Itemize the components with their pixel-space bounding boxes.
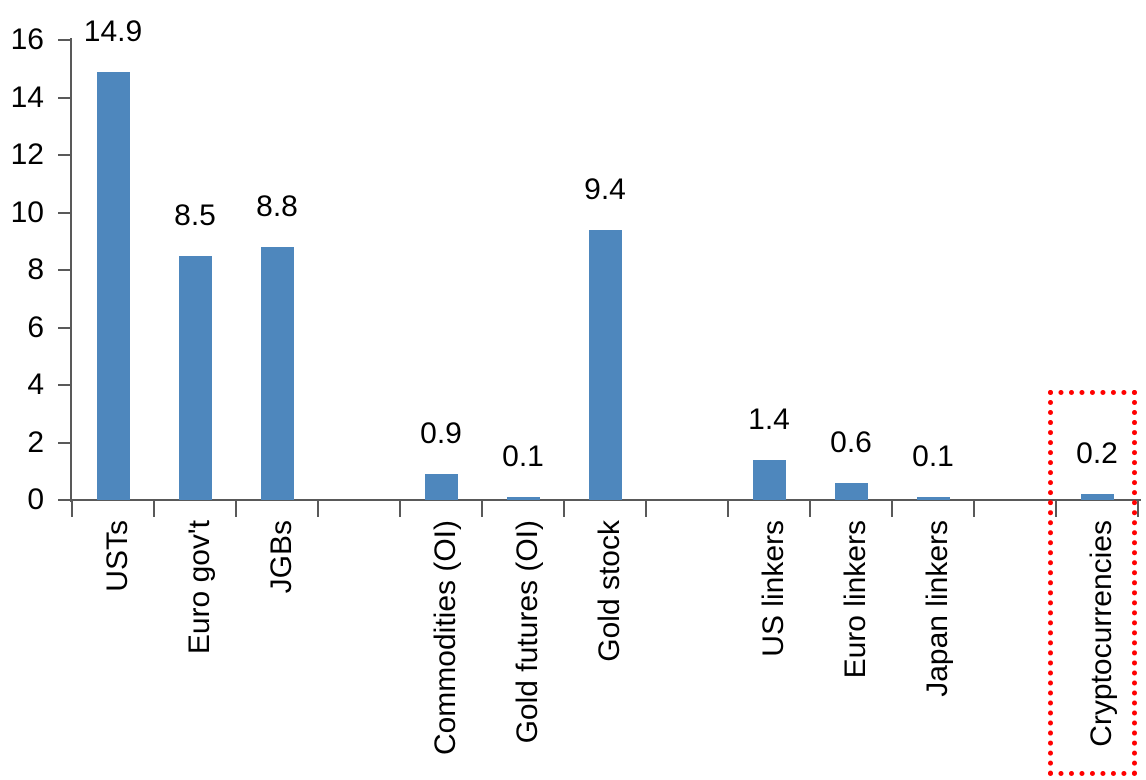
category-label: Commodities (OI) [429, 520, 462, 756]
y-axis-tick [58, 96, 72, 99]
bar-value-label: 0.9 [420, 417, 462, 451]
y-axis-tick-label: 12 [10, 138, 44, 171]
y-axis-tick [58, 154, 72, 156]
bar [178, 255, 212, 500]
y-axis-tick [58, 269, 72, 271]
y-axis-tick-label: 0 [27, 483, 44, 516]
y-axis-tick [58, 326, 72, 329]
bar-value-label: 9.4 [584, 172, 626, 206]
x-axis-tick [317, 500, 319, 517]
x-axis-tick [481, 500, 483, 517]
y-axis-tick-label: 2 [27, 425, 44, 459]
y-axis-tick [58, 441, 72, 444]
category-label: Euro linkers [839, 520, 872, 679]
x-axis-line [70, 499, 1141, 501]
y-axis-tick [58, 39, 72, 41]
y-axis-tick-label: 14 [10, 80, 44, 114]
y-axis-tick-label: 16 [10, 23, 44, 56]
bar-value-label: 0.6 [830, 425, 872, 459]
x-axis-tick [727, 500, 729, 517]
x-axis-tick [1055, 500, 1057, 517]
y-axis-tick-label: 10 [10, 195, 44, 229]
bar-value-label: 0.2 [1076, 437, 1118, 471]
x-axis-tick [1137, 500, 1139, 517]
bar [96, 71, 130, 500]
bar [916, 497, 950, 500]
category-label: Gold stock [593, 520, 626, 662]
x-axis-tick [399, 500, 401, 517]
x-axis-tick [563, 500, 565, 517]
y-axis-tick-label: 4 [27, 368, 44, 401]
bar [588, 229, 622, 500]
x-axis-tick [891, 500, 893, 517]
y-axis-tick [58, 384, 72, 386]
category-label: Euro gov't [183, 520, 216, 655]
x-axis-tick [235, 500, 237, 517]
highlight-box [1048, 390, 1137, 776]
bar-value-label: 0.1 [912, 440, 954, 474]
y-axis-tick-label: 8 [27, 253, 44, 286]
bar-value-label: 0.1 [502, 440, 544, 474]
bar-value-label: 8.8 [256, 190, 298, 223]
category-label: JGBs [265, 520, 298, 594]
y-axis-tick [58, 499, 72, 501]
bar [260, 247, 294, 500]
bar [1080, 494, 1114, 500]
x-axis-tick [809, 500, 811, 517]
bar [834, 482, 868, 500]
category-label: USTs [101, 520, 134, 592]
x-axis-tick [973, 500, 975, 517]
x-axis-tick [645, 500, 647, 517]
x-axis-tick [71, 500, 73, 517]
bar-value-label: 14.9 [83, 14, 143, 48]
bar [424, 474, 458, 500]
category-label: Japan linkers [921, 520, 954, 697]
bar-value-label: 8.5 [174, 198, 216, 232]
y-axis-tick-label: 6 [27, 310, 44, 344]
bar [752, 459, 786, 500]
bar-value-label: 1.4 [748, 402, 790, 436]
x-axis-tick [153, 500, 155, 517]
category-label: Gold futures (OI) [511, 520, 544, 744]
category-label: US linkers [757, 520, 790, 657]
bar [506, 497, 540, 500]
y-axis-tick [58, 211, 72, 214]
